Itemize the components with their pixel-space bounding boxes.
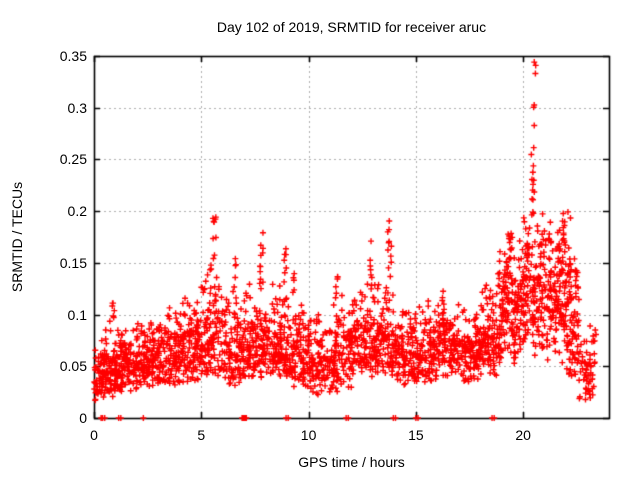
y-tick-label: 0.15 [59, 254, 87, 271]
x-tick-label: 5 [197, 427, 206, 443]
y-tick-label: 0.3 [67, 99, 87, 116]
chart-title: Day 102 of 2019, SRMTID for receiver aru… [216, 19, 487, 35]
x-tick-label: 20 [515, 427, 531, 443]
y-axis-label: SRMTID / TECUs [9, 181, 25, 293]
y-tick-label: 0.05 [59, 358, 87, 375]
x-axis-label: GPS time / hours [298, 454, 405, 470]
x-tick-label: 15 [408, 427, 424, 443]
x-tick-label: 10 [300, 427, 317, 443]
y-tick-label: 0.1 [67, 306, 87, 323]
y-tick-label: 0.2 [67, 203, 87, 220]
x-tick-label: 0 [90, 427, 98, 443]
y-tick-label: 0.25 [59, 151, 87, 168]
y-tick-label: 0.35 [59, 48, 87, 64]
y-tick-label: 0 [79, 410, 87, 426]
